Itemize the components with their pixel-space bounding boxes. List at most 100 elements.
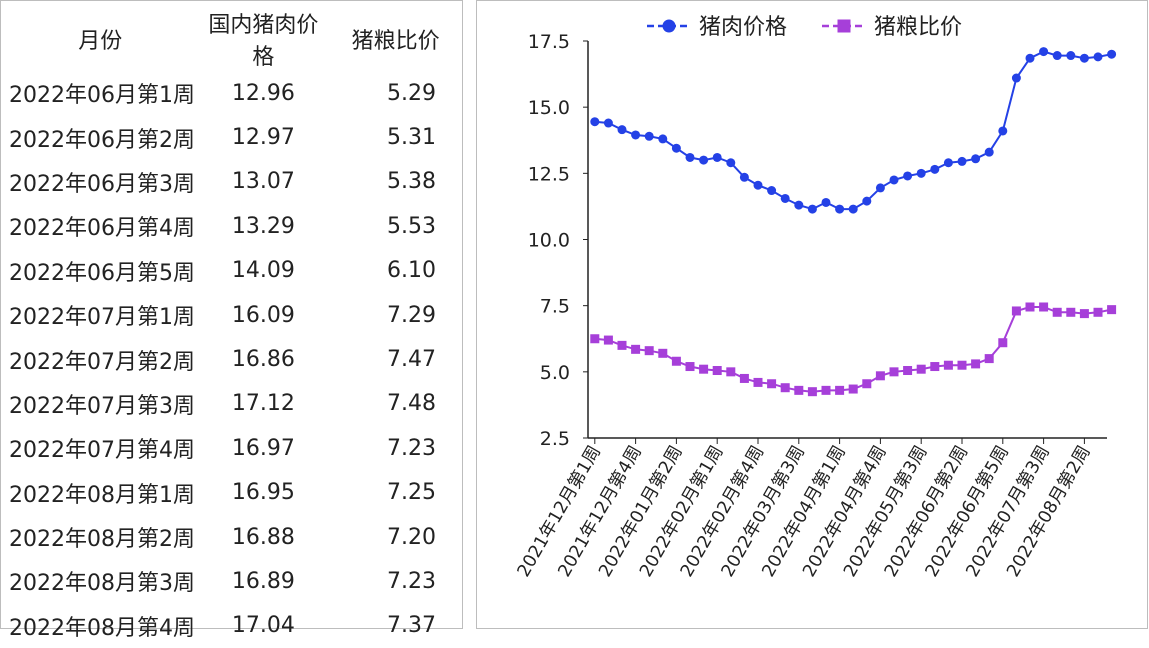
cell-month: 2022年06月第3周 [9,171,195,197]
data-point [644,131,654,141]
table-row: 2022年07月第4周 16.97 7.23 [3,426,462,470]
table-row: 2022年08月第4周 17.04 7.37 [3,604,462,648]
data-point [671,143,681,153]
data-point [835,204,845,214]
table-row: 2022年08月第1周 16.95 7.25 [3,471,462,515]
data-point [943,158,953,168]
cell-month: 2022年07月第1周 [9,305,195,331]
cell-hog-grain-ratio: 7.37 [387,613,436,639]
data-point [916,364,926,374]
table-row: 2022年07月第1周 16.09 7.29 [3,293,462,337]
data-point [1107,305,1117,315]
y-tick-label: 5.0 [540,362,570,384]
data-point [807,204,817,214]
data-point [957,360,967,370]
legend-pork-price-marker [662,19,676,33]
cell-hog-grain-ratio: 7.23 [387,435,436,461]
data-point [658,348,668,358]
cell-pork-price: 17.12 [231,391,295,417]
cell-pork-price: 16.86 [231,347,295,373]
y-tick-label: 7.5 [540,296,570,318]
data-point [930,362,940,372]
data-point [1025,53,1035,63]
data-point [1107,49,1117,59]
data-point [644,346,654,356]
header-hog-grain-ratio: 猪粮比价 [351,29,440,54]
series-line-pork-price [594,50,1112,211]
table-row: 2022年08月第3周 16.89 7.23 [3,559,462,603]
data-point [957,156,967,166]
data-point [631,130,641,140]
data-point [1093,307,1103,317]
cell-pork-price: 12.97 [231,125,295,151]
data-point [685,152,695,162]
data-point [1079,53,1089,63]
table-row: 2022年06月第1周 12.96 5.29 [3,71,462,115]
table-header-row: 月份 国内猪肉价格 猪粮比价 [3,7,462,71]
data-point [753,377,763,387]
cell-month: 2022年07月第2周 [9,349,195,375]
data-point [590,117,600,127]
y-tick-label: 17.5 [528,31,570,53]
cell-month: 2022年07月第4周 [9,438,195,464]
data-point [671,356,681,366]
cell-hog-grain-ratio: 7.23 [387,568,436,594]
cell-month: 2022年06月第4周 [9,216,195,242]
data-point [1011,306,1021,316]
data-point [1039,47,1049,57]
cell-pork-price: 17.04 [231,613,295,639]
data-point [712,152,722,162]
data-point [794,385,804,395]
y-tick-label: 2.5 [540,428,570,450]
cell-month: 2022年06月第1周 [9,83,195,109]
y-tick-label: 10.0 [528,230,570,252]
data-point [930,164,940,174]
data-point [984,147,994,157]
data-point [1066,307,1076,317]
data-point [726,158,736,168]
cell-month: 2022年08月第4周 [9,615,195,641]
data-point [862,379,872,389]
legend-hog-grain-ratio-marker [837,19,851,33]
data-point [1093,52,1103,62]
data-point [794,200,804,210]
data-point [617,125,627,135]
table-row: 2022年07月第2周 16.86 7.47 [3,337,462,381]
cell-pork-price: 14.09 [231,258,295,284]
y-tick-label: 12.5 [528,163,570,185]
data-point [685,362,695,372]
data-point [889,367,899,377]
cell-hog-grain-ratio: 7.48 [387,391,436,417]
data-point [875,371,885,381]
data-point [726,367,736,377]
table-row: 2022年06月第3周 13.07 5.38 [3,160,462,204]
y-tick-label: 15.0 [528,97,570,119]
cell-pork-price: 12.96 [231,80,295,106]
cell-month: 2022年08月第2周 [9,527,195,553]
line-chart: 2.55.07.510.012.515.017.52021年12月第1周2021… [514,15,1117,581]
data-point [658,134,668,144]
data-point [1066,51,1076,61]
cell-hog-grain-ratio: 6.10 [387,258,436,284]
data-point [971,154,981,164]
data-point [780,383,790,393]
data-point [984,354,994,364]
data-point [821,197,831,207]
cell-hog-grain-ratio: 5.31 [387,125,436,151]
cell-hog-grain-ratio: 5.38 [387,169,436,195]
data-point [767,186,777,196]
data-point [1052,51,1062,61]
cell-month: 2022年08月第3周 [9,571,195,597]
data-point [1052,307,1062,317]
table-row: 2022年06月第2周 12.97 5.31 [3,115,462,159]
cell-hog-grain-ratio: 7.20 [387,524,436,550]
cell-pork-price: 16.89 [231,568,295,594]
data-point [699,155,709,165]
data-point [903,171,913,181]
cell-pork-price: 13.07 [231,169,295,195]
data-point [903,366,913,376]
data-point [807,387,817,397]
table-row: 2022年06月第4周 13.29 5.53 [3,204,462,248]
legend-hog-grain-ratio-label: 猪粮比价 [874,15,962,40]
data-point [631,344,641,354]
